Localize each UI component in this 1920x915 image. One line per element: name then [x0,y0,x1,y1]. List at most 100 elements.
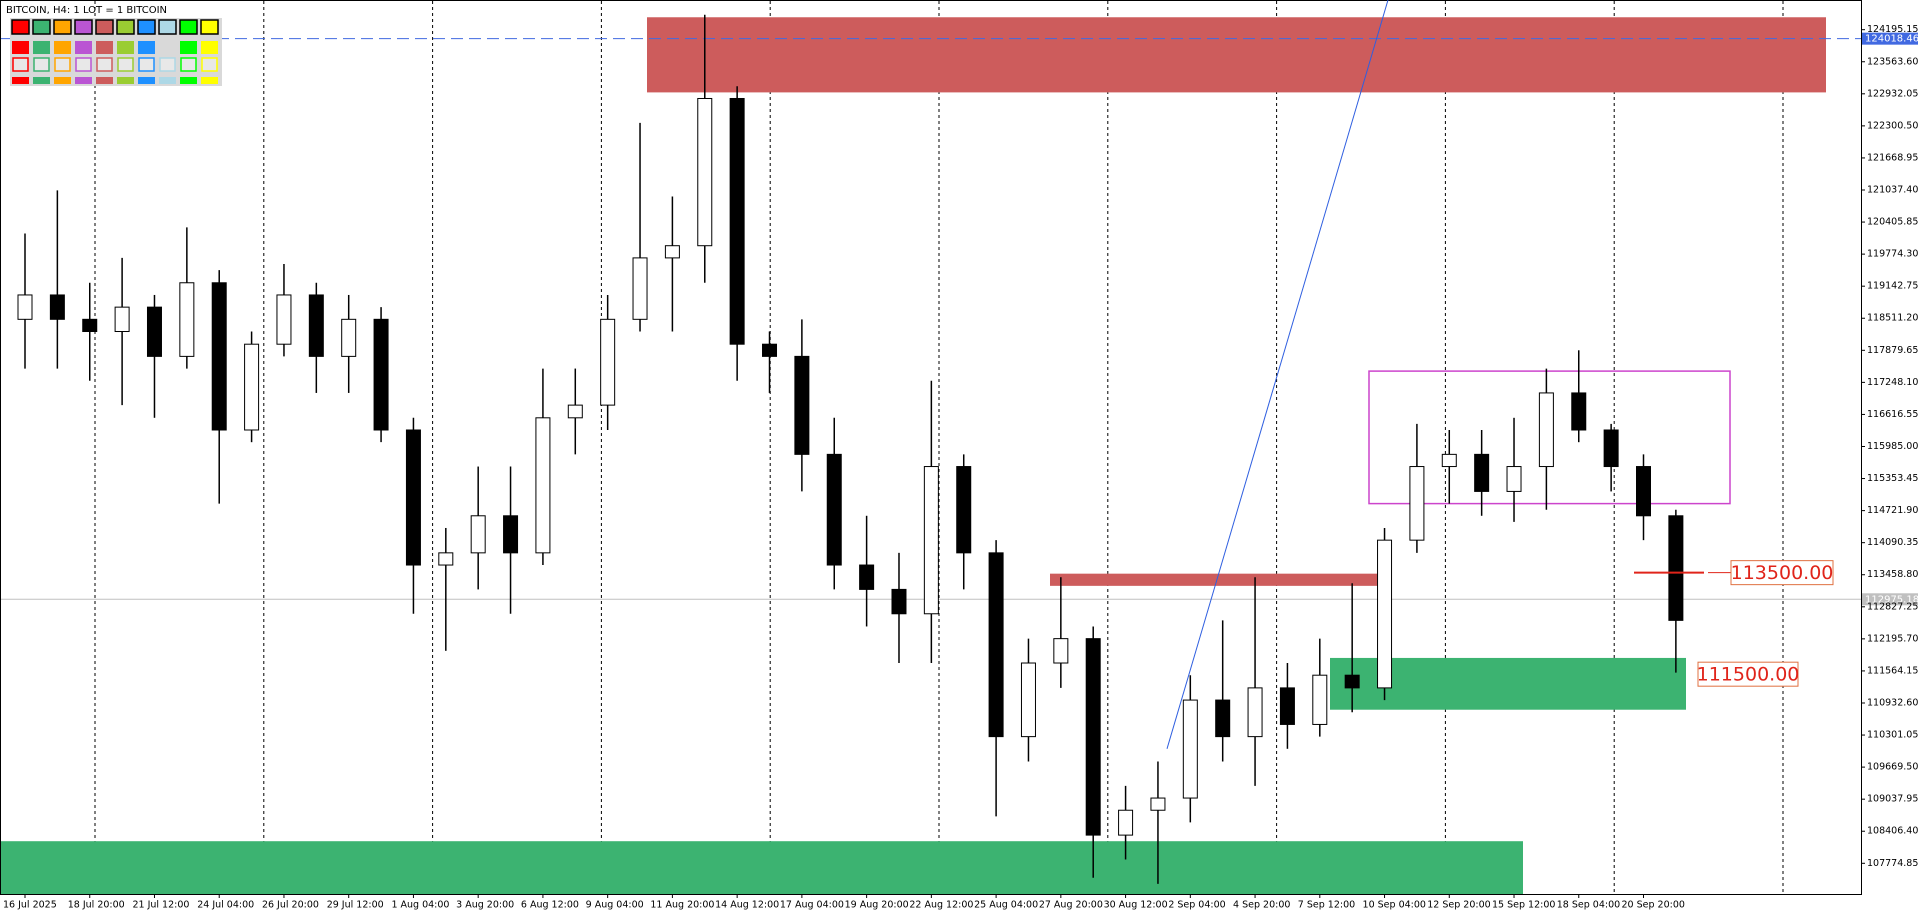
y-tick-label: 114721.90 [1867,505,1918,516]
palette-swatch[interactable] [96,41,113,54]
palette-swatch[interactable] [201,57,218,72]
palette-swatch[interactable] [138,41,155,54]
y-tick-label: 107774.85 [1867,858,1918,869]
candle-body [1247,687,1263,738]
palette-swatch[interactable] [33,77,50,84]
palette-swatch[interactable] [53,19,72,35]
zone [1,841,1523,894]
x-tick-label: 16 Jul 2025 [3,900,57,911]
x-tick-label: 25 Aug 04:00 [974,900,1038,911]
palette-swatch[interactable] [12,77,29,84]
palette-swatch[interactable] [138,57,155,72]
color-palette[interactable] [10,18,222,86]
level-label-box [1697,661,1799,687]
x-tick-label: 12 Sep 20:00 [1427,900,1490,911]
palette-swatch[interactable] [179,19,198,35]
candle-body [1150,797,1166,811]
candle-body [373,318,389,431]
palette-swatch[interactable] [138,77,155,84]
candle-body [1279,687,1295,725]
palette-swatch[interactable] [116,19,135,35]
candle-body [600,318,616,406]
candle-body [179,282,195,357]
palette-swatch[interactable] [180,57,197,72]
palette-swatch[interactable] [54,57,71,72]
candle-body [988,552,1004,738]
x-tick-label: 10 Sep 04:00 [1363,900,1426,911]
y-tick-label: 117248.10 [1867,377,1918,388]
palette-swatch[interactable] [75,41,92,54]
candle-body [276,294,292,345]
candle-body [146,306,162,357]
palette-swatch[interactable] [54,41,71,54]
candle-body [664,245,680,259]
palette-swatch[interactable] [159,41,176,54]
candle-body [470,515,486,554]
y-tick-label: 112195.70 [1867,633,1918,644]
palette-swatch[interactable] [12,57,29,72]
candle-body [891,588,907,615]
palette-swatch[interactable] [180,77,197,84]
zone [647,17,1826,93]
y-tick-label: 115985.00 [1867,441,1918,452]
x-tick-label: 2 Sep 04:00 [1168,900,1225,911]
palette-swatch[interactable] [96,77,113,84]
palette-swatch[interactable] [200,19,219,35]
palette-swatch[interactable] [54,77,71,84]
candle-body [567,404,583,419]
x-tick-label: 3 Aug 20:00 [456,900,514,911]
candle-body [1053,638,1069,664]
level-label: 111500.00 [1697,664,1800,686]
candle-body [794,355,810,455]
palette-swatch[interactable] [201,41,218,54]
candle-body [438,552,454,566]
palette-swatch[interactable] [158,19,177,35]
y-tick-label: 108406.40 [1867,826,1918,837]
candle-body [923,466,939,615]
range-box [1368,370,1731,505]
x-tick-label: 15 Sep 12:00 [1492,900,1555,911]
palette-swatch[interactable] [75,57,92,72]
palette-swatch[interactable] [33,57,50,72]
palette-swatch[interactable] [33,41,50,54]
candle-body [1441,453,1457,468]
palette-swatch[interactable] [159,77,176,84]
palette-swatch[interactable] [74,19,93,35]
palette-swatch[interactable] [75,77,92,84]
candle-body [1085,638,1101,836]
x-tick-label: 29 Jul 12:00 [327,900,384,911]
candle-body [82,318,98,333]
candle-body [859,564,875,590]
candle-body [1636,466,1651,517]
chart-title: BITCOIN, H4: 1 LOT = 1 BITCOIN [6,5,167,16]
x-tick-label: 14 Aug 12:00 [715,900,779,911]
palette-swatch[interactable] [137,19,156,35]
level-label: 113500.00 [1731,562,1834,584]
y-tick-label: 121037.40 [1867,184,1918,195]
candle-body [308,294,324,357]
alert-label-bg [1862,32,1918,45]
y-tick-label: 111564.15 [1867,665,1918,676]
candle-body [762,343,778,357]
palette-swatch[interactable] [32,19,51,35]
candle-body [729,97,745,345]
candle-body [49,294,65,320]
x-tick-label: 21 Jul 12:00 [132,900,189,911]
palette-swatch[interactable] [159,57,176,72]
candle-body [1215,699,1231,738]
candle-body [1020,662,1036,738]
y-tick-label: 121668.95 [1867,152,1918,163]
palette-swatch[interactable] [117,57,134,72]
palette-swatch[interactable] [117,77,134,84]
candle-body [341,318,357,357]
palette-swatch[interactable] [201,77,218,84]
palette-swatch[interactable] [96,57,113,72]
palette-swatch[interactable] [12,41,29,54]
palette-swatch[interactable] [11,19,30,35]
palette-swatch[interactable] [117,41,134,54]
palette-swatch[interactable] [95,19,114,35]
x-tick-label: 18 Sep 04:00 [1557,900,1620,911]
palette-swatch[interactable] [180,41,197,54]
